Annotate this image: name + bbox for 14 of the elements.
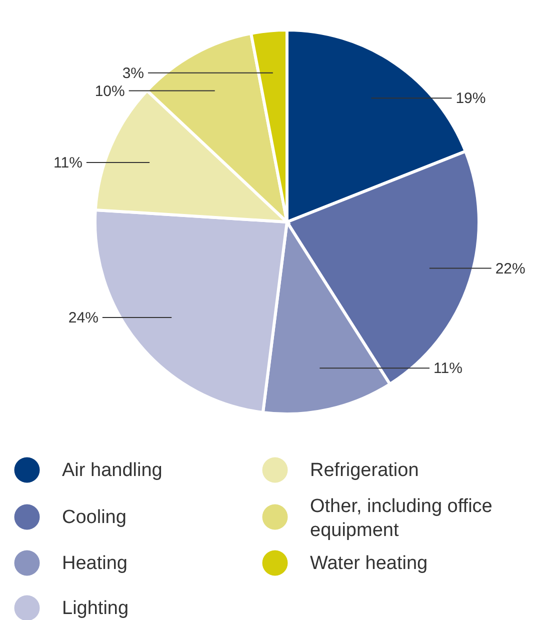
data-label: 10% xyxy=(94,82,125,100)
data-label: 3% xyxy=(122,64,144,82)
data-label: 11% xyxy=(54,154,82,172)
legend-label: Water heating xyxy=(310,553,428,574)
data-label: 19% xyxy=(456,90,486,108)
legend-label: Air handling xyxy=(62,460,162,481)
legend-label: Heating xyxy=(62,553,128,574)
legend-label: Cooling xyxy=(62,507,126,528)
data-label: 22% xyxy=(495,260,526,278)
legend-label: Refrigeration xyxy=(310,460,419,481)
data-label: 11% xyxy=(434,360,462,378)
legend-label: Other, including office equipment xyxy=(310,496,492,541)
legend-label: Lighting xyxy=(62,598,129,619)
data-label: 24% xyxy=(68,309,98,326)
